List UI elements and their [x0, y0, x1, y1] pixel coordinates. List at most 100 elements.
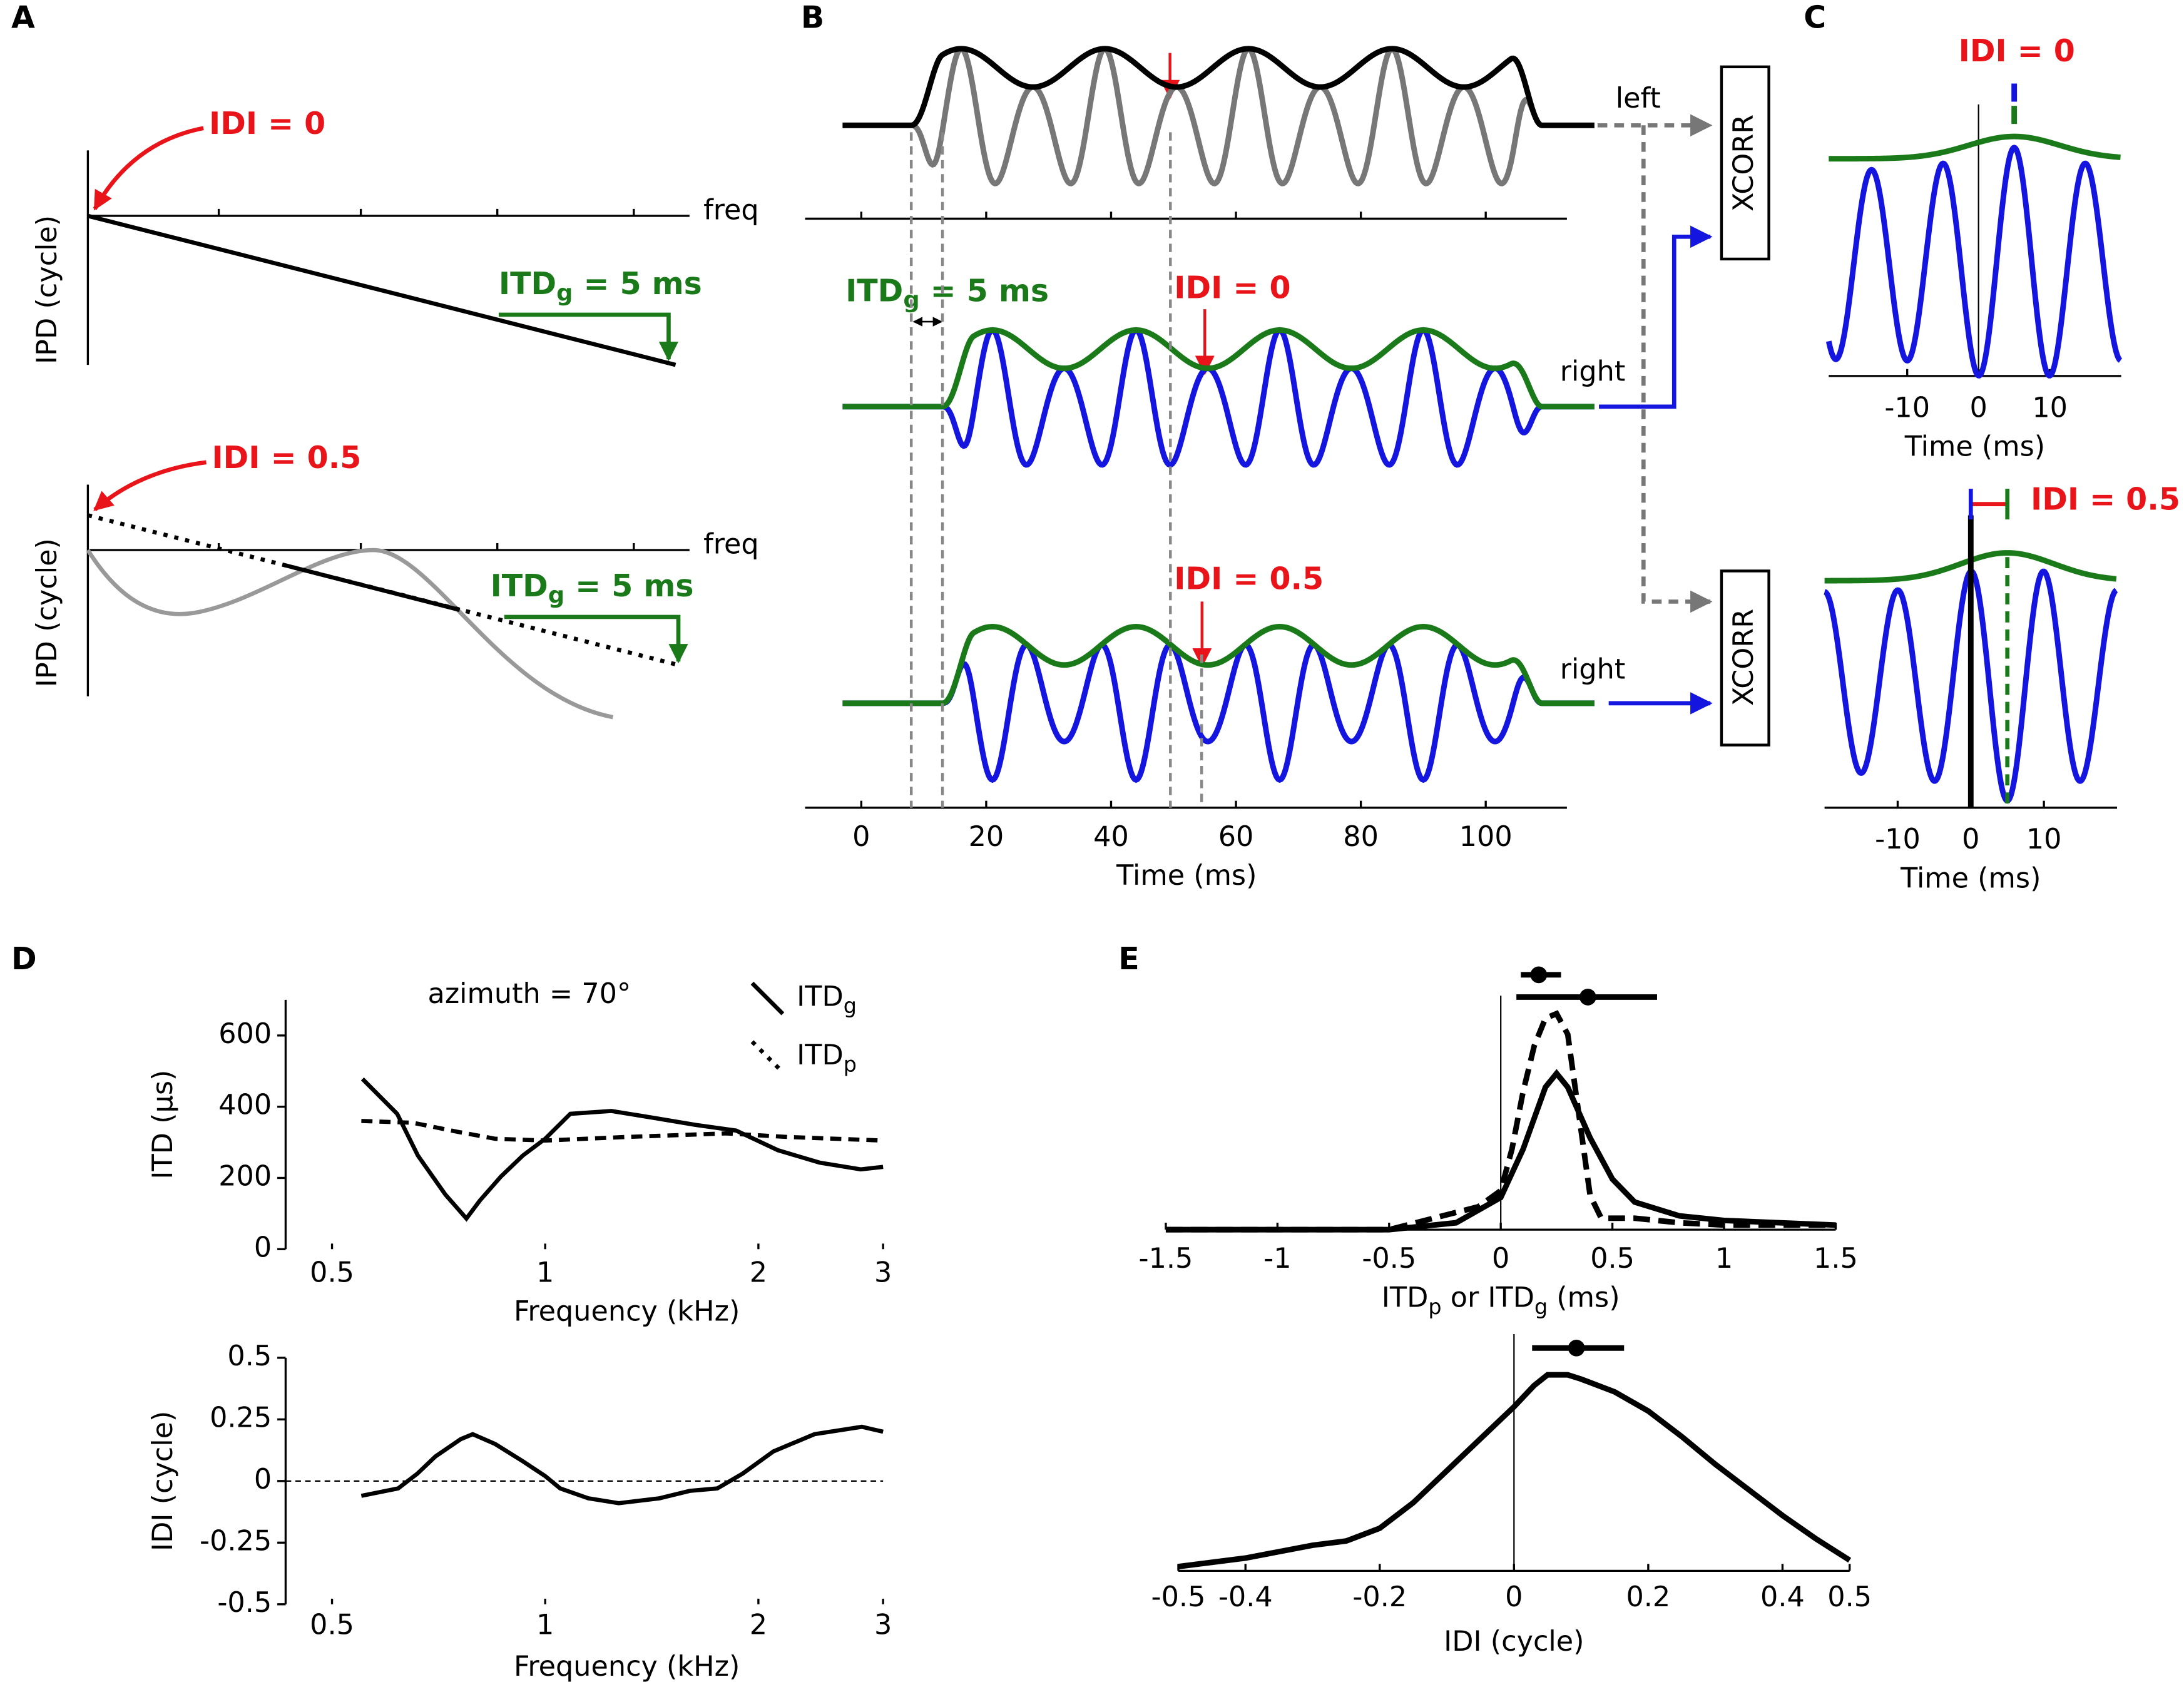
x-tick-label: 3 — [874, 1256, 892, 1288]
arrow — [93, 126, 204, 211]
x-tick-label: 0 — [1505, 1581, 1523, 1613]
panel-a-bottom: IPD (cycle) freq IDI = 0.5 ITDg = 5 ms — [31, 440, 759, 720]
x-label: freq — [703, 528, 759, 560]
error-bar-point — [1530, 966, 1548, 984]
text-part: ITD — [845, 273, 903, 308]
y-label: IPD (cycle) — [31, 215, 63, 364]
legend-label: ITDg — [797, 981, 857, 1018]
annotation: IDI = 0.5 — [2031, 482, 2180, 517]
subscript: g — [548, 581, 564, 608]
x-label: Time (ms) — [1116, 860, 1257, 892]
x-tick-label: 0.2 — [1626, 1581, 1670, 1613]
x-label: Frequency (kHz) — [514, 1651, 740, 1683]
panel-label: A — [11, 0, 35, 36]
arrow — [1641, 125, 1713, 613]
y-label: IDI (cycle) — [147, 1411, 179, 1551]
x-tick-label: -10 — [1884, 392, 1930, 424]
carrier — [842, 46, 1595, 186]
x-tick-label: 1 — [1715, 1243, 1733, 1275]
error-bar-point — [1579, 989, 1596, 1006]
subscript: g — [556, 279, 573, 306]
itd-label: ITDg = 5 ms — [845, 273, 1049, 313]
carrier — [842, 642, 1595, 783]
y-label: IPD (cycle) — [31, 538, 63, 687]
annotation: IDI = 0.5 — [1174, 561, 1324, 597]
envelope — [842, 46, 1595, 128]
annotation: IDI = 0.5 — [212, 440, 361, 476]
x-tick-label: 0 — [1492, 1243, 1509, 1275]
x-tick-label: 10 — [2032, 392, 2068, 424]
x-tick-label: 20 — [969, 821, 1004, 853]
x-tick-label: -1 — [1263, 1243, 1291, 1275]
envelope — [842, 624, 1595, 706]
x-tick-label: 0.4 — [1760, 1581, 1805, 1613]
xcorr-box — [1720, 65, 1770, 261]
legend-swatch — [750, 981, 785, 1016]
channel-label: right — [1560, 355, 1626, 387]
x-tick-label: -0.2 — [1352, 1581, 1407, 1613]
x-tick-label: -10 — [1875, 823, 1921, 855]
x-tick-label: -0.4 — [1218, 1581, 1273, 1613]
channel-label: right — [1560, 654, 1626, 686]
y-tick-label: -0.5 — [217, 1587, 272, 1619]
x-label: Frequency (kHz) — [514, 1296, 740, 1328]
ipd-curve — [86, 548, 614, 720]
text-part: ITD — [797, 981, 844, 1013]
text-part: ITD — [797, 1039, 844, 1071]
x-tick-label: 0 — [852, 821, 870, 853]
tick-marks — [217, 208, 635, 216]
x-tick-label: 100 — [1459, 821, 1513, 853]
subscript: p — [844, 1052, 857, 1076]
panel-label: D — [11, 941, 37, 977]
x-tick-label: 0 — [1970, 392, 1988, 424]
ipd-line — [87, 213, 676, 367]
x-tick-label: 0.5 — [310, 1256, 354, 1288]
panel-label: B — [801, 0, 824, 36]
legend-swatch — [750, 1040, 785, 1074]
subscript: g — [844, 994, 857, 1018]
y-tick-label: 400 — [218, 1089, 272, 1121]
x-tick-label: 0.5 — [1590, 1243, 1635, 1275]
x-tick-label: 0.5 — [1827, 1581, 1872, 1613]
arrow — [504, 614, 688, 664]
text-part: ITD — [491, 568, 548, 604]
x-tick-label: 1 — [536, 1256, 554, 1288]
carrier — [842, 327, 1595, 468]
itd-label: ITDg = 5 ms — [499, 266, 702, 306]
envelope — [842, 327, 1595, 410]
panel-label: C — [1804, 0, 1826, 36]
y-tick-label: 600 — [218, 1018, 272, 1050]
x-tick-label: 10 — [2026, 823, 2062, 855]
panel-label: E — [1118, 941, 1139, 977]
xcorr-box — [1720, 569, 1770, 747]
channel-label: left — [1616, 83, 1661, 115]
subscript: g — [1534, 1294, 1548, 1318]
chart-title: azimuth = 70° — [428, 978, 631, 1010]
text-part: ITD — [1382, 1282, 1429, 1313]
legend-label: ITDp — [797, 1039, 857, 1076]
x-tick-label: -0.5 — [1362, 1243, 1416, 1275]
density-curve — [1165, 1010, 1836, 1233]
text-part: (ms) — [1548, 1282, 1620, 1313]
x-tick-label: -0.5 — [1151, 1581, 1206, 1613]
text-part: ITD — [499, 266, 556, 302]
y-tick-label: 0.25 — [210, 1402, 272, 1434]
series-line — [360, 1077, 884, 1222]
density-curve — [1165, 1069, 1836, 1233]
text-part: or ITD — [1442, 1282, 1534, 1313]
y-tick-label: 0 — [254, 1464, 272, 1496]
x-label: ITDp or ITDg (ms) — [1382, 1282, 1620, 1318]
arrow — [498, 312, 679, 362]
text-part: = 5 ms — [564, 568, 693, 604]
panel-a-top: IPD (cycle) freq IDI = 0 ITDg = 5 ms — [31, 106, 759, 367]
y-tick-label: -0.25 — [200, 1525, 272, 1557]
series-line — [361, 1119, 884, 1143]
itd-label: ITDg = 5 ms — [491, 568, 694, 608]
error-bar-point — [1568, 1339, 1585, 1357]
series-line — [360, 1424, 884, 1506]
x-tick-label: 60 — [1218, 821, 1254, 853]
x-tick-label: 1 — [536, 1609, 554, 1641]
y-tick-label: 0.5 — [227, 1340, 272, 1372]
